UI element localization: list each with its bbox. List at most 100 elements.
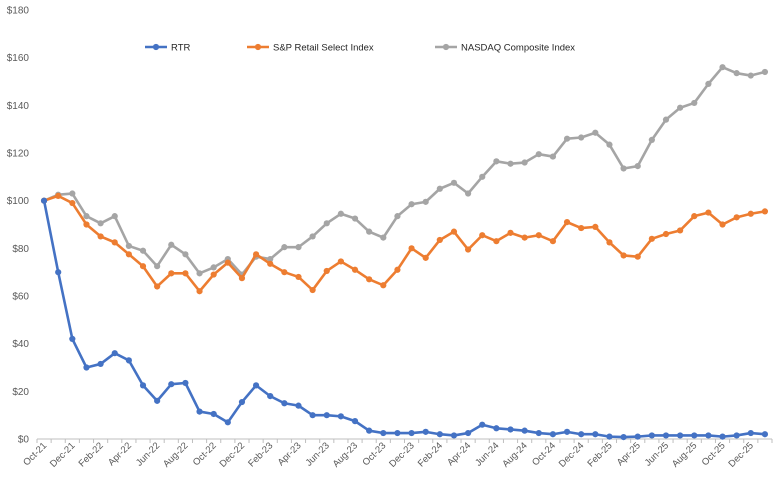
data-point (97, 360, 104, 368)
data-point (549, 153, 557, 160)
legend-label: S&P Retail Select Index (273, 43, 374, 54)
data-point (224, 259, 231, 266)
data-point (493, 238, 500, 245)
data-point (69, 199, 76, 207)
x-tick-label: Dec-21 (48, 440, 77, 469)
data-point (450, 228, 458, 235)
data-point (747, 72, 754, 79)
data-point (465, 190, 472, 197)
data-point (691, 432, 698, 439)
data-point (620, 165, 627, 172)
data-point (40, 197, 48, 204)
data-point (210, 271, 217, 278)
data-point (733, 432, 740, 439)
data-point (648, 235, 655, 242)
data-point (436, 236, 443, 244)
data-point (507, 229, 514, 236)
data-point (182, 251, 189, 258)
data-point (323, 220, 330, 227)
data-point (719, 433, 726, 440)
data-point (125, 251, 132, 258)
data-point (182, 270, 189, 277)
series-s-p-retail-select-index (40, 192, 769, 295)
y-tick-label: $180 (7, 6, 30, 17)
data-point (535, 151, 542, 158)
data-point (366, 276, 373, 283)
data-point (450, 432, 458, 439)
data-point (267, 260, 274, 267)
data-point (168, 241, 175, 248)
data-point (677, 227, 684, 234)
data-point (719, 221, 726, 228)
data-point (465, 246, 472, 253)
data-point (139, 263, 147, 270)
legend-swatch-marker (442, 43, 450, 51)
data-point (394, 266, 401, 273)
data-point (677, 432, 684, 439)
data-point (493, 425, 500, 432)
data-point (691, 213, 698, 220)
data-point (620, 252, 627, 259)
data-point (210, 410, 217, 418)
data-point (83, 213, 90, 220)
data-point (380, 234, 387, 241)
x-tick-label: Apr-24 (445, 440, 473, 468)
data-point (394, 213, 401, 220)
x-tick-label: Dec-24 (557, 440, 586, 469)
x-tick-label: Feb-25 (586, 440, 615, 469)
data-point (521, 234, 528, 241)
data-point (479, 232, 486, 239)
data-point (465, 429, 472, 437)
series-line (42, 200, 766, 439)
y-tick-label: $100 (7, 196, 30, 207)
data-point (281, 269, 288, 276)
data-point (422, 198, 429, 205)
data-point (592, 223, 599, 230)
data-point (97, 233, 104, 240)
data-point (549, 431, 557, 438)
y-tick-label: $40 (12, 339, 29, 350)
data-point (662, 230, 670, 238)
data-point (267, 255, 274, 263)
data-point (648, 432, 655, 439)
x-tick-label: Jun-24 (473, 440, 501, 468)
data-point (747, 210, 754, 217)
data-point (309, 286, 316, 294)
x-tick-label: Jun-23 (304, 440, 332, 468)
data-point (592, 129, 599, 136)
data-point (252, 382, 260, 389)
data-point (563, 135, 571, 142)
data-point (309, 412, 316, 419)
data-point (366, 228, 373, 235)
data-point (111, 213, 118, 220)
data-point (380, 282, 387, 289)
legend-label: NASDAQ Composite Index (461, 43, 575, 54)
data-point (761, 431, 769, 438)
x-tick-label: Feb-22 (77, 440, 106, 469)
data-point (408, 201, 415, 208)
y-tick-label: $80 (12, 244, 29, 255)
data-point (196, 408, 203, 415)
data-point (606, 433, 613, 440)
data-point (168, 270, 175, 277)
x-tick-label: Apr-25 (615, 440, 643, 468)
data-point (139, 382, 147, 389)
data-point (366, 427, 373, 434)
data-point (337, 413, 344, 420)
data-point (662, 116, 670, 123)
data-point (479, 421, 486, 428)
x-tick-label: Jun-25 (643, 440, 671, 468)
data-point (436, 431, 443, 438)
data-point (408, 429, 415, 437)
data-point (139, 247, 147, 254)
data-point (83, 364, 90, 371)
data-point (733, 214, 740, 221)
x-tick-label: Feb-24 (416, 440, 445, 469)
data-point (479, 173, 486, 180)
data-point (578, 224, 585, 232)
data-point (549, 238, 557, 245)
x-tick-label: Jun-22 (134, 440, 162, 468)
x-tick-label: Oct-25 (700, 440, 728, 468)
x-tick-label: Apr-23 (276, 440, 304, 468)
